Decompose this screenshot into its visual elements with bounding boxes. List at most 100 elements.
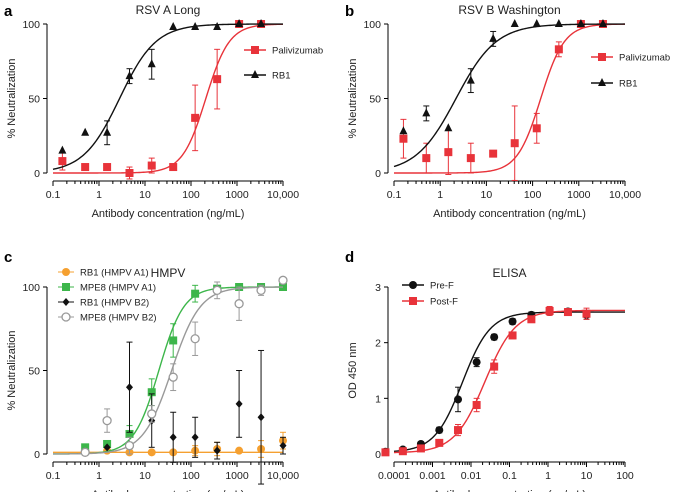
data-point bbox=[444, 148, 453, 157]
data-point bbox=[532, 124, 541, 133]
panel-letter: c bbox=[4, 249, 12, 266]
x-tick-label: 100 bbox=[616, 470, 634, 482]
data-point bbox=[490, 362, 499, 371]
data-point bbox=[147, 448, 156, 457]
data-point bbox=[466, 154, 475, 163]
x-tick-label: 1000 bbox=[225, 470, 249, 482]
data-point bbox=[582, 309, 591, 318]
x-tick-label: 0.001 bbox=[419, 470, 445, 482]
data-point bbox=[510, 19, 519, 27]
legend-entry: Pre-F bbox=[402, 281, 454, 292]
data-point bbox=[422, 154, 431, 163]
data-point bbox=[169, 433, 177, 442]
data-point bbox=[147, 59, 156, 68]
legend-marker bbox=[251, 46, 259, 54]
legend-label: RB1 (HMPV B2) bbox=[80, 298, 149, 309]
data-point bbox=[554, 45, 563, 54]
legend-entry: RB1 (HMPV B2) bbox=[58, 298, 149, 309]
data-point bbox=[147, 388, 156, 397]
y-tick-label: 0 bbox=[375, 168, 381, 180]
axes: 0 1 2 3 0.0001 0.001 0.01 0.1 1 10 100 Antibody con… bbox=[347, 282, 634, 492]
legend-label: RB1 bbox=[619, 79, 637, 90]
y-axis-label: % Neutralization bbox=[347, 58, 359, 138]
data-point bbox=[435, 426, 444, 435]
x-tick-label: 1000 bbox=[225, 189, 249, 201]
fit-curve bbox=[53, 23, 284, 174]
panel-letter: d bbox=[345, 249, 354, 266]
y-tick-label: 0 bbox=[34, 449, 40, 461]
data-point bbox=[125, 429, 134, 438]
x-tick-label: 0.1 bbox=[387, 189, 402, 201]
legend-marker bbox=[598, 53, 606, 61]
data-point bbox=[234, 299, 244, 309]
data-point bbox=[472, 358, 481, 367]
x-tick-label: 0.0001 bbox=[378, 470, 410, 482]
legend-label: MPE8 (HMPV A1) bbox=[80, 283, 156, 294]
data-point bbox=[190, 334, 200, 344]
legend-label: Palivizumab bbox=[619, 53, 670, 64]
data-point bbox=[147, 161, 156, 170]
data-point bbox=[489, 33, 498, 42]
series-pre-f bbox=[381, 307, 625, 456]
x-axis-label: Antibody concentration (ng/mL) bbox=[92, 208, 245, 220]
data-point bbox=[213, 446, 221, 455]
data-point bbox=[235, 399, 243, 408]
legend-entry: MPE8 (HMPV A1) bbox=[58, 283, 156, 294]
legend-marker bbox=[61, 312, 71, 322]
x-tick-label: 1 bbox=[545, 470, 551, 482]
data-point bbox=[381, 448, 390, 457]
data-point bbox=[532, 19, 541, 27]
legend-entry: RB1 bbox=[591, 78, 637, 90]
fit-curve bbox=[394, 23, 626, 174]
data-point bbox=[102, 415, 112, 426]
axes: 0 50 100 0.1 1 10 100 1000 10,000 Antibody concen… bbox=[347, 19, 641, 220]
legend-label: Palivizumab bbox=[272, 46, 323, 57]
data-point bbox=[125, 71, 134, 80]
y-tick-label: 100 bbox=[22, 282, 40, 294]
legend-label: MPE8 (HMPV B2) bbox=[80, 313, 157, 324]
data-point bbox=[454, 395, 463, 404]
data-point bbox=[279, 441, 287, 450]
data-point bbox=[527, 315, 536, 324]
y-axis-label: % Neutralization bbox=[6, 58, 18, 138]
axes: 0 50 100 0.1 1 10 100 1000 10,000 Antibody concen… bbox=[6, 282, 299, 492]
y-tick-label: 0 bbox=[375, 449, 381, 461]
series-mpe8-hmpv-a1- bbox=[52, 283, 287, 455]
data-point bbox=[399, 126, 408, 135]
fit-curve bbox=[52, 286, 284, 455]
legend-marker bbox=[62, 268, 70, 276]
legend-label: RB1 (HMPV A1) bbox=[80, 268, 149, 279]
data-point bbox=[81, 163, 90, 172]
data-point bbox=[490, 333, 499, 342]
data-point bbox=[191, 113, 200, 122]
data-point bbox=[213, 21, 222, 30]
y-axis-label: OD 450 nm bbox=[347, 342, 359, 398]
data-point bbox=[398, 447, 407, 456]
panel-c: c HMPV 0 50 100 0.1 1 10 100 1000 10,000 Antibody c… bbox=[4, 249, 299, 492]
x-tick-label: 1 bbox=[96, 470, 102, 482]
legend-marker bbox=[409, 281, 417, 289]
data-point bbox=[598, 19, 607, 27]
legend-label: RB1 bbox=[272, 71, 290, 82]
legend-entry: RB1 (HMPV A1) bbox=[58, 268, 149, 279]
legend-marker bbox=[409, 297, 417, 305]
data-point bbox=[399, 134, 408, 143]
series-mpe8-hmpv-b2- bbox=[52, 275, 288, 457]
legend-label: Post-F bbox=[430, 297, 458, 308]
panel-title: HMPV bbox=[151, 266, 186, 280]
data-point bbox=[58, 145, 67, 154]
x-tick-label: 10,000 bbox=[267, 189, 299, 201]
panel-letter: a bbox=[4, 3, 13, 20]
legend-marker bbox=[62, 298, 70, 306]
data-point bbox=[435, 438, 444, 447]
series-palivizumab bbox=[53, 20, 284, 180]
data-point bbox=[103, 163, 112, 172]
y-tick-label: 50 bbox=[28, 366, 40, 378]
data-point bbox=[169, 336, 178, 345]
data-point bbox=[508, 317, 517, 326]
legend-entry: Palivizumab bbox=[244, 46, 323, 57]
panel-title: RSV B Washington bbox=[458, 3, 560, 17]
data-point bbox=[489, 149, 498, 158]
data-point bbox=[545, 306, 554, 315]
y-tick-label: 100 bbox=[363, 19, 381, 31]
